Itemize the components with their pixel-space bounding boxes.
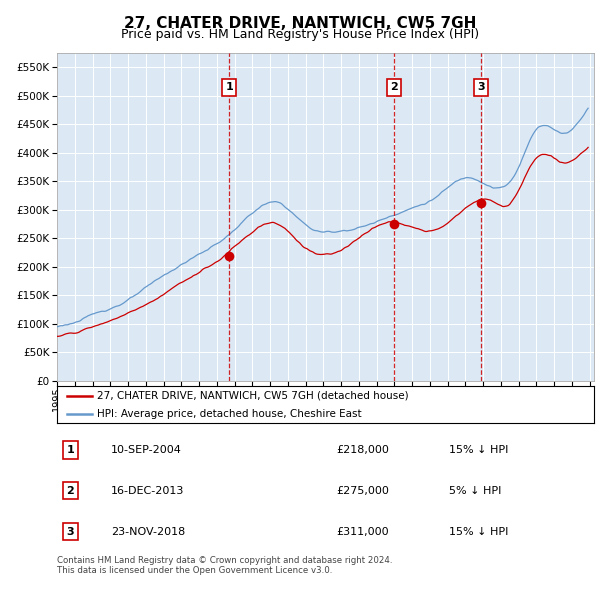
Text: 2: 2 bbox=[67, 486, 74, 496]
Text: 5% ↓ HPI: 5% ↓ HPI bbox=[449, 486, 502, 496]
Text: 27, CHATER DRIVE, NANTWICH, CW5 7GH (detached house): 27, CHATER DRIVE, NANTWICH, CW5 7GH (det… bbox=[97, 391, 409, 401]
Text: Contains HM Land Registry data © Crown copyright and database right 2024.
This d: Contains HM Land Registry data © Crown c… bbox=[57, 556, 392, 575]
Text: 16-DEC-2013: 16-DEC-2013 bbox=[111, 486, 184, 496]
Text: 15% ↓ HPI: 15% ↓ HPI bbox=[449, 445, 508, 455]
Text: HPI: Average price, detached house, Cheshire East: HPI: Average price, detached house, Ches… bbox=[97, 409, 362, 419]
Text: 1: 1 bbox=[67, 445, 74, 455]
Text: 10-SEP-2004: 10-SEP-2004 bbox=[111, 445, 182, 455]
Text: 3: 3 bbox=[478, 83, 485, 93]
Text: £311,000: £311,000 bbox=[336, 527, 389, 537]
Text: Price paid vs. HM Land Registry's House Price Index (HPI): Price paid vs. HM Land Registry's House … bbox=[121, 28, 479, 41]
Text: 3: 3 bbox=[67, 527, 74, 537]
Text: 27, CHATER DRIVE, NANTWICH, CW5 7GH: 27, CHATER DRIVE, NANTWICH, CW5 7GH bbox=[124, 16, 476, 31]
Text: 15% ↓ HPI: 15% ↓ HPI bbox=[449, 527, 508, 537]
Text: 2: 2 bbox=[389, 83, 397, 93]
Text: 1: 1 bbox=[225, 83, 233, 93]
Text: £275,000: £275,000 bbox=[336, 486, 389, 496]
Text: 23-NOV-2018: 23-NOV-2018 bbox=[111, 527, 185, 537]
Text: £218,000: £218,000 bbox=[336, 445, 389, 455]
